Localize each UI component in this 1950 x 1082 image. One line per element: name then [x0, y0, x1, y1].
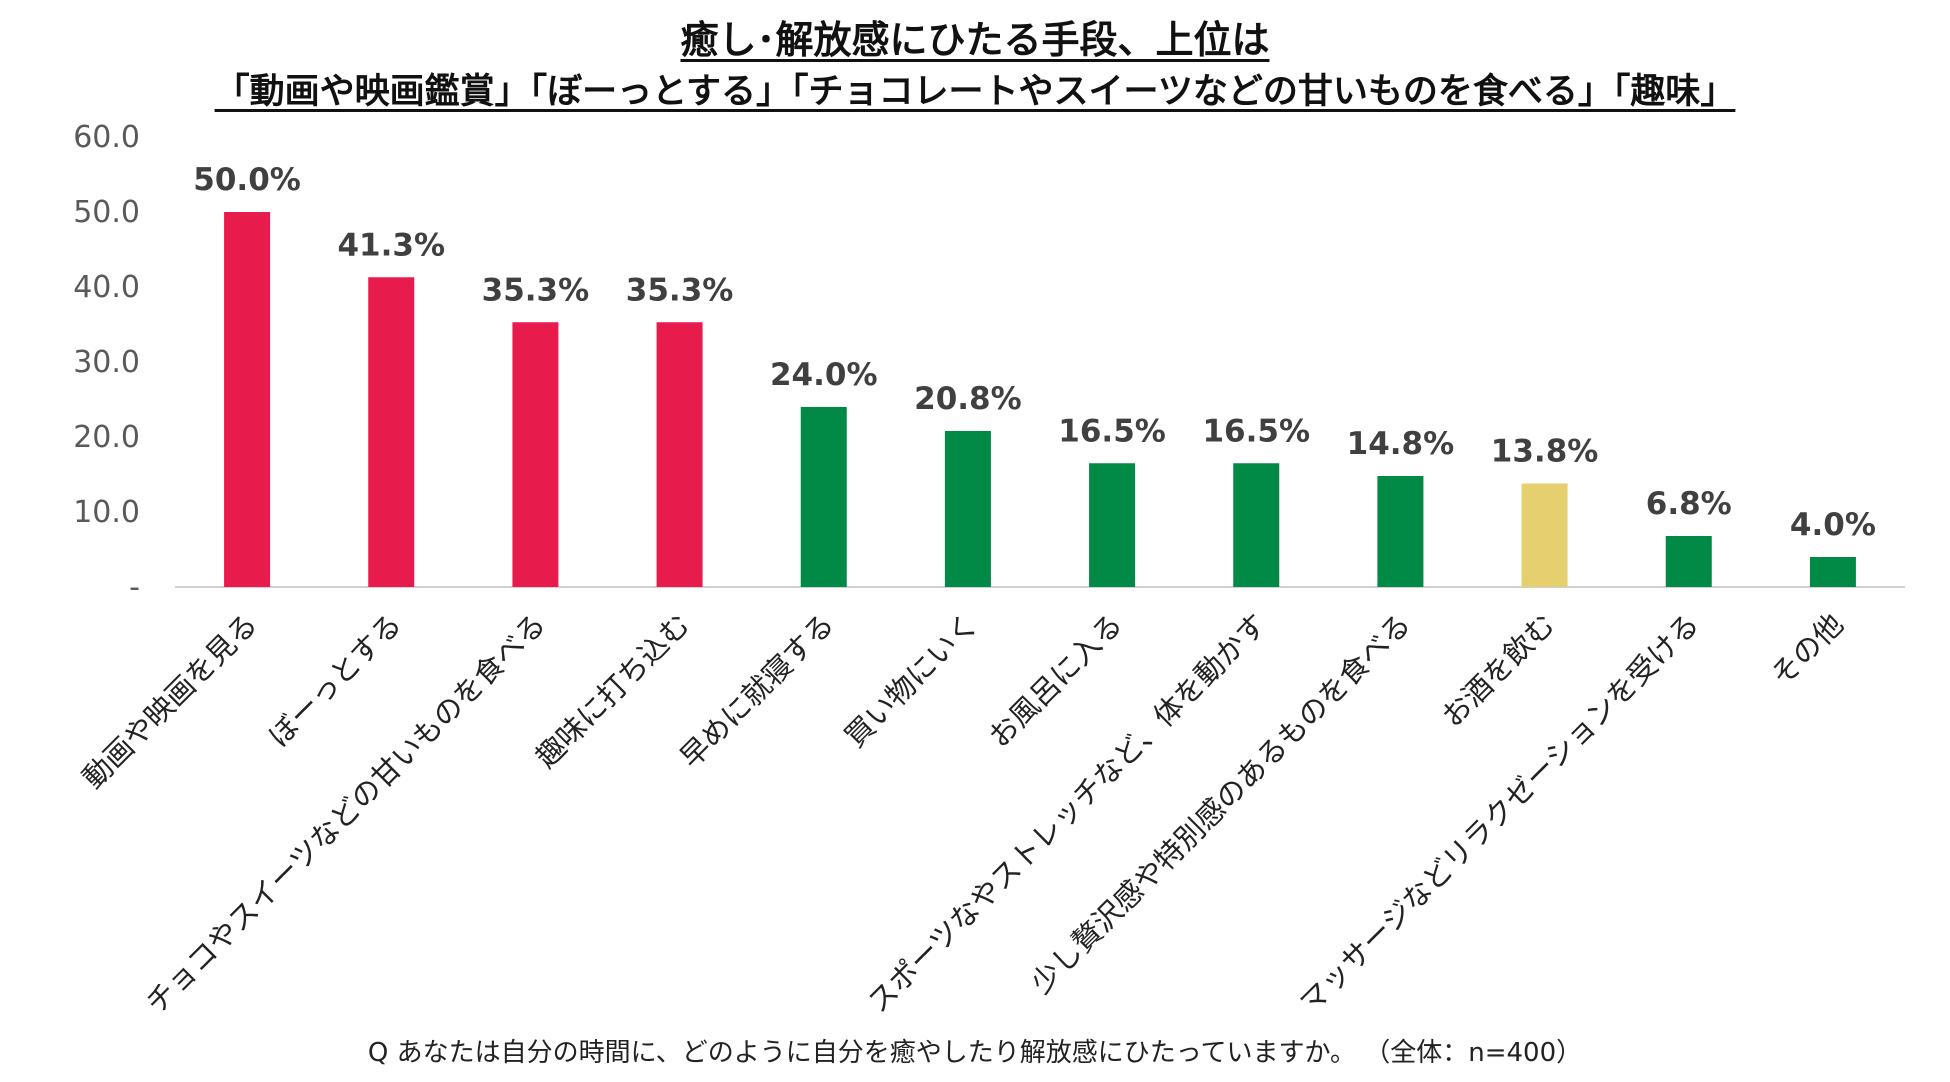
data-label: 35.3%	[626, 272, 734, 308]
bar	[944, 431, 991, 587]
y-tick-label: 20.0	[73, 420, 140, 455]
category-label: お酒を飲む	[1435, 607, 1562, 734]
category-label: 早めに就寝する	[673, 607, 841, 775]
bar	[656, 322, 703, 587]
category-label: お風呂に入る	[982, 607, 1129, 754]
chart-title: 癒し･解放感にひたる手段、上位は 「動画や映画鑑賞」「ぼーっとする」「チョコレー…	[0, 14, 1950, 118]
data-label: 14.8%	[1347, 426, 1455, 462]
bar	[1377, 476, 1424, 587]
bar	[1809, 557, 1856, 587]
category-label: 動画や映画を見る	[76, 607, 264, 795]
y-tick-label: 10.0	[73, 495, 140, 530]
chart-title-line-2: 「動画や映画鑑賞」「ぼーっとする」「チョコレートやスイーツなどの甘いものを食べる…	[214, 72, 1736, 112]
data-label: 16.5%	[1202, 413, 1310, 449]
y-tick-label: -	[129, 570, 140, 605]
category-label: 買い物にいく	[838, 607, 985, 754]
bar	[1089, 463, 1136, 587]
data-label: 41.3%	[337, 227, 445, 263]
y-tick-label: 60.0	[73, 120, 140, 155]
bar	[1233, 463, 1280, 587]
bar	[800, 407, 847, 587]
survey-footnote: Q あなたは自分の時間に、どのように自分を癒やしたり解放感にひたっていますか。 …	[367, 1038, 1583, 1068]
chart-title-line-1: 癒し･解放感にひたる手段、上位は	[680, 18, 1270, 62]
data-label: 4.0%	[1790, 507, 1876, 543]
category-label: その他	[1764, 607, 1850, 693]
data-label: 50.0%	[193, 162, 301, 198]
data-label: 20.8%	[914, 381, 1022, 417]
data-label: 16.5%	[1058, 413, 1166, 449]
category-label: 趣味に打ち込む	[529, 607, 697, 775]
bar	[512, 322, 559, 587]
y-tick-label: 40.0	[73, 270, 140, 305]
y-tick-label: 50.0	[73, 195, 140, 230]
data-label: 24.0%	[770, 357, 878, 393]
y-tick-label: 30.0	[73, 345, 140, 380]
data-label: 6.8%	[1646, 486, 1732, 522]
bar	[1521, 483, 1568, 587]
category-label: ぼーっとする	[262, 607, 408, 753]
bar	[368, 277, 415, 587]
data-label: 13.8%	[1491, 434, 1599, 470]
bar	[1665, 536, 1712, 587]
data-label: 35.3%	[482, 272, 590, 308]
bar	[224, 212, 271, 587]
